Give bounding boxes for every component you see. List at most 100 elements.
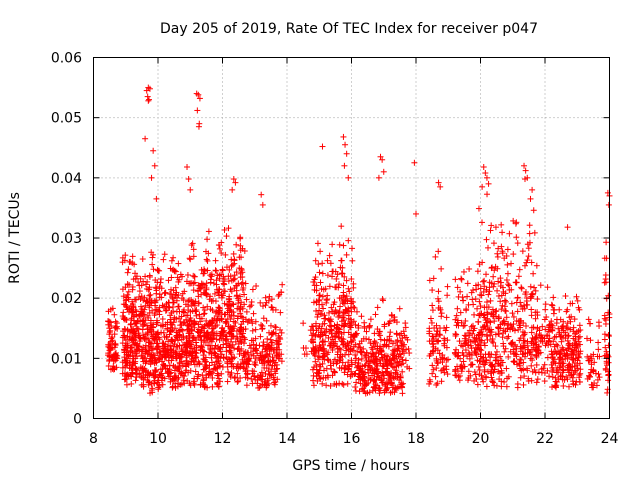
data-point [188, 359, 195, 366]
data-point [454, 305, 461, 312]
data-point [210, 335, 217, 342]
data-point [147, 370, 154, 377]
data-point [596, 323, 603, 330]
data-point [146, 292, 153, 299]
data-point [165, 299, 172, 306]
data-point [527, 283, 534, 290]
data-point [586, 320, 593, 327]
data-point [126, 258, 133, 265]
data-point [207, 276, 214, 283]
data-point [130, 355, 137, 362]
data-point [460, 268, 467, 275]
data-point [177, 354, 184, 361]
data-point [138, 381, 145, 388]
data-point [558, 338, 565, 345]
data-point [190, 246, 197, 253]
data-point [248, 302, 255, 309]
data-point [532, 369, 539, 376]
data-point [427, 315, 434, 322]
data-point [438, 313, 445, 320]
data-point [340, 242, 347, 249]
data-point [189, 349, 196, 356]
data-point [463, 307, 470, 314]
data-point [243, 382, 250, 389]
data-point [510, 251, 517, 258]
data-point [257, 299, 264, 306]
data-point [218, 239, 225, 246]
data-point [106, 325, 113, 332]
data-point [129, 370, 136, 377]
data-point [258, 321, 265, 328]
data-point [198, 291, 205, 298]
data-point [150, 321, 157, 328]
data-point [172, 374, 179, 381]
data-point [564, 224, 571, 231]
data-point [216, 363, 223, 370]
data-point [136, 282, 143, 289]
data-point [203, 256, 210, 263]
data-point [119, 340, 126, 347]
data-point [152, 368, 159, 375]
data-point [237, 235, 244, 242]
data-point [430, 366, 437, 373]
data-point [411, 159, 418, 166]
data-point [209, 383, 216, 390]
x-tick-labels: 8 10 12 14 16 18 20 22 24 [89, 431, 618, 447]
data-point [458, 275, 465, 282]
data-point [505, 353, 512, 360]
data-point [133, 350, 140, 357]
data-point [527, 195, 534, 202]
data-point [144, 93, 151, 100]
data-point [106, 318, 113, 325]
data-point [212, 267, 219, 274]
data-point [487, 227, 494, 234]
data-point [126, 336, 133, 343]
data-point [525, 253, 532, 260]
data-point [190, 334, 197, 341]
data-point [124, 327, 131, 334]
data-point [173, 365, 180, 372]
data-point [201, 270, 208, 277]
data-point [464, 293, 471, 300]
data-point [149, 254, 156, 261]
data-point [167, 265, 174, 272]
data-point [474, 381, 481, 388]
data-point [181, 319, 188, 326]
data-point [207, 346, 214, 353]
data-point [206, 349, 213, 356]
data-point [258, 191, 265, 198]
data-point [444, 283, 451, 290]
data-point [326, 322, 333, 329]
data-point [528, 312, 535, 319]
data-point [109, 305, 116, 312]
data-point [155, 343, 162, 350]
data-point [528, 306, 535, 313]
data-point [149, 261, 156, 268]
data-point [336, 241, 343, 248]
data-point [344, 380, 351, 387]
data-point [142, 342, 149, 349]
data-point [128, 326, 135, 333]
data-point [151, 312, 158, 319]
data-point [345, 174, 352, 181]
data-point [542, 306, 549, 313]
data-point [142, 345, 149, 352]
grid-lines [93, 57, 610, 419]
data-point [112, 324, 119, 331]
data-point [169, 384, 176, 391]
data-point [357, 344, 364, 351]
data-point [121, 354, 128, 361]
data-point [249, 327, 256, 334]
data-point [367, 316, 374, 323]
data-point [474, 268, 481, 275]
data-point [192, 339, 199, 346]
data-point [151, 162, 158, 169]
data-point [124, 291, 131, 298]
data-point [163, 353, 170, 360]
data-point [432, 253, 439, 260]
data-point [464, 280, 471, 287]
data-point [526, 230, 533, 237]
data-point [113, 364, 120, 371]
data-point [132, 367, 139, 374]
data-point [162, 307, 169, 314]
